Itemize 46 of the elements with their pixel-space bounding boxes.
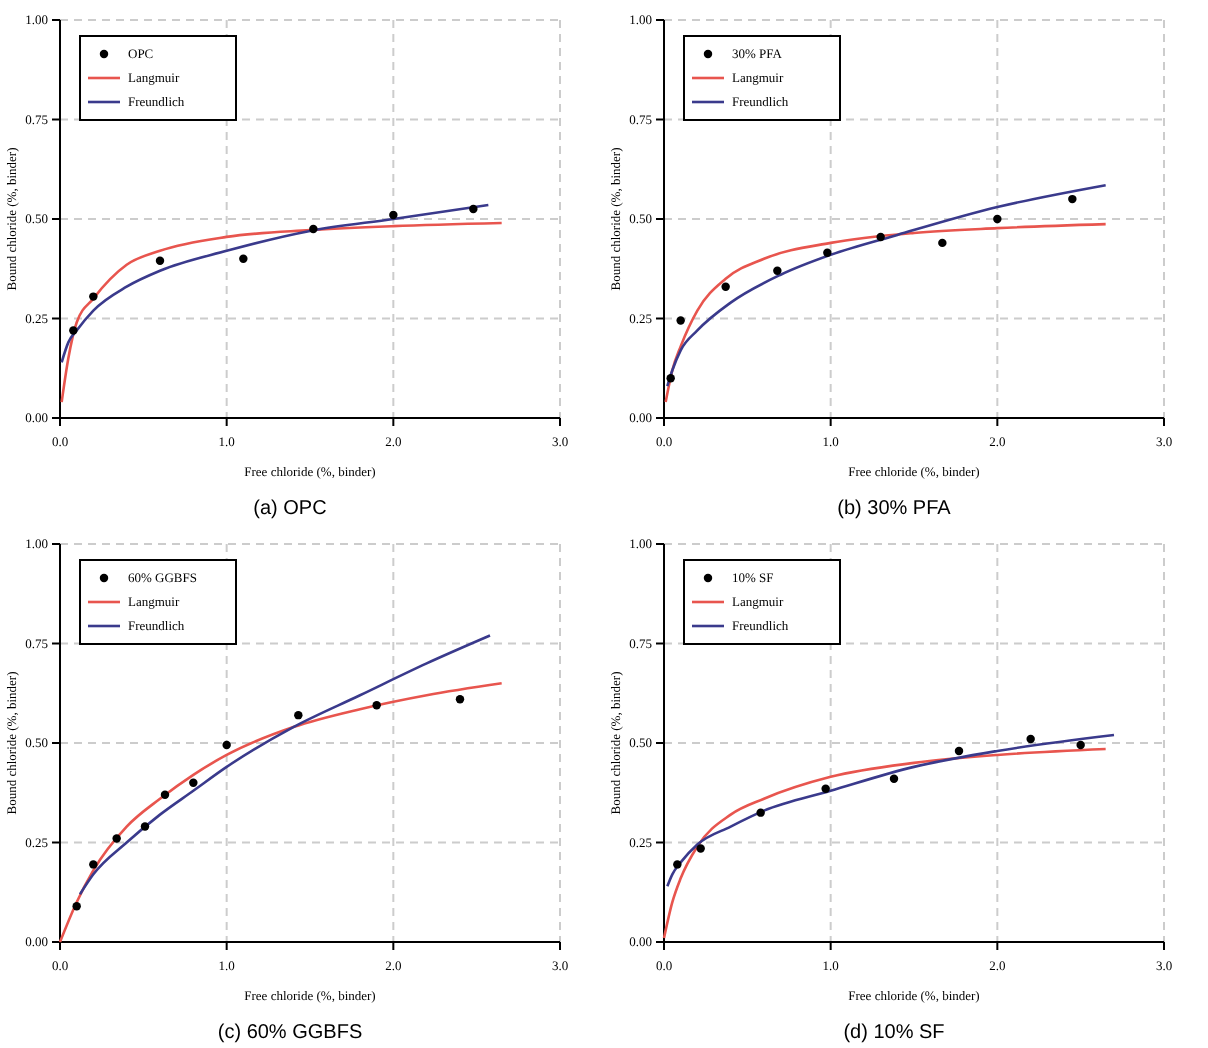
point [89, 292, 98, 301]
point [294, 710, 303, 720]
point [889, 774, 899, 784]
point [155, 256, 165, 265]
point [1068, 194, 1077, 204]
point [469, 204, 478, 214]
point [389, 210, 398, 220]
point [72, 901, 81, 911]
point [1076, 740, 1085, 750]
point [938, 238, 947, 248]
point [673, 860, 682, 869]
point [112, 834, 121, 843]
text: (c) 60% GGBFS [217, 1022, 363, 1044]
point [222, 740, 231, 750]
text: (b) 30% PFA [837, 498, 952, 520]
point [773, 266, 782, 275]
point [676, 316, 685, 325]
point [140, 822, 150, 831]
point [666, 373, 675, 383]
line-series [60, 221, 503, 404]
line-series [78, 634, 492, 896]
point [1026, 734, 1035, 744]
point [756, 808, 765, 817]
point [189, 778, 198, 788]
line-series [58, 682, 503, 944]
point [696, 844, 705, 853]
point [823, 248, 832, 258]
text: (d) 10% SF [843, 1022, 945, 1044]
line-series [666, 183, 1107, 388]
point [69, 326, 78, 335]
line-series [664, 222, 1107, 404]
text: (a) OPC [253, 498, 327, 520]
point [160, 790, 170, 799]
point [721, 282, 730, 291]
line-series [666, 733, 1116, 888]
point [372, 700, 381, 710]
point [309, 224, 318, 234]
line-series [60, 203, 490, 364]
point [89, 860, 98, 869]
point [876, 232, 885, 242]
point [239, 254, 248, 264]
line-series [662, 747, 1107, 940]
point [954, 746, 964, 756]
point [821, 784, 830, 793]
point [455, 695, 465, 704]
point [993, 214, 1002, 224]
